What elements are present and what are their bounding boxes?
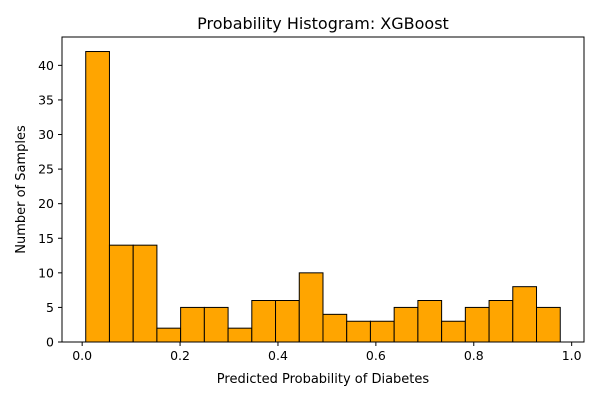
x-tick-label: 0.8 [464,348,484,363]
histogram-bar-5 [203,306,229,343]
x-axis-label: Predicted Probability of Diabetes [217,372,430,387]
y-tick-label: 15 [38,231,54,246]
y-tick-label: 20 [38,196,54,211]
bars-group [85,51,561,343]
y-axis-ticks: 0 5 10 15 20 25 30 35 40 [38,58,62,350]
x-tick-label: 0.4 [268,348,288,363]
histogram-bar-1 [108,244,134,343]
y-tick-label: 5 [46,300,54,315]
histogram-bar-8 [275,300,300,343]
x-tick-label: 1.0 [562,348,582,363]
x-tick-label: 0.6 [366,348,386,363]
histogram-bar-14 [417,300,443,343]
y-tick-label: 25 [38,162,54,177]
x-tick-label: 0.0 [72,348,92,363]
histogram-bar-2 [132,244,158,343]
histogram-bar-9 [298,272,324,343]
histogram-bar-10 [322,313,348,343]
y-tick-label: 30 [38,127,54,142]
histogram-bar-0 [85,51,110,343]
histogram-bar-3 [156,327,182,343]
histogram-bar-19 [536,306,561,343]
histogram-bar-12 [369,320,395,343]
histogram-bar-16 [464,306,490,343]
histogram-bar-18 [512,286,538,343]
histogram-bar-15 [441,320,466,343]
y-tick-label: 40 [38,58,54,73]
plot-frame [61,36,585,343]
y-axis-label: Number of Samples [14,125,29,254]
histogram-bar-6 [227,327,253,343]
y-tick-label: 10 [38,265,54,280]
y-tick-label: 0 [46,335,54,350]
histogram-bar-4 [180,306,205,343]
histogram-bar-11 [346,320,371,343]
chart-title: Probability Histogram: XGBoost [197,14,449,33]
histogram-bar-17 [488,300,514,343]
y-tick-label: 35 [38,92,54,107]
histogram-bar-13 [393,306,419,343]
x-tick-label: 0.2 [170,348,190,363]
x-axis-ticks: 0.0 0.2 0.4 0.6 0.8 1.0 [72,342,582,363]
histogram-bar-7 [251,300,277,343]
